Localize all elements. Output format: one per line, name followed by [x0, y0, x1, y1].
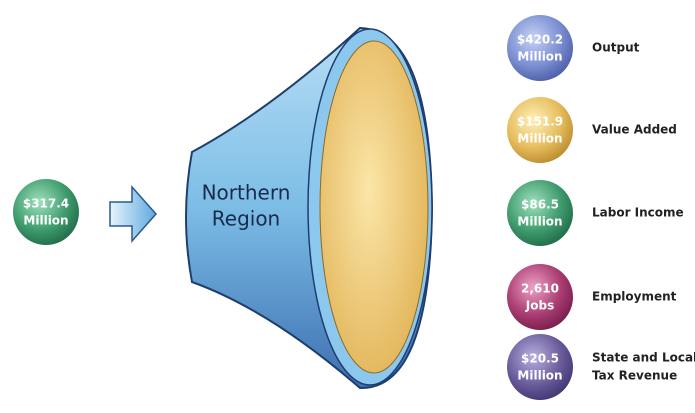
- output-label: Employment: [592, 290, 677, 304]
- output-circle: [507, 97, 573, 163]
- region-line1: Northern: [202, 181, 291, 205]
- output-label: State and Local: [592, 351, 695, 365]
- output-value: $151.9: [517, 115, 563, 129]
- output-value: $86.5: [521, 198, 559, 212]
- output-value: $20.5: [521, 352, 559, 366]
- output-circle: [507, 15, 573, 81]
- output-value: $420.2: [517, 33, 563, 47]
- output-circle: [507, 334, 573, 400]
- outputs: $420.2 Million Output $151.9 Million Value Ad…: [507, 15, 695, 400]
- input-value: $317.4: [23, 197, 69, 211]
- output-unit: Million: [517, 369, 562, 383]
- output-unit: Million: [517, 132, 562, 146]
- output-unit: Million: [517, 215, 562, 229]
- cone-opening: [319, 40, 429, 374]
- input-unit: Million: [23, 214, 68, 228]
- output-label: Tax Revenue: [592, 369, 677, 383]
- region-line2: Region: [212, 207, 280, 231]
- output-label: Labor Income: [592, 206, 684, 220]
- output-circle: [507, 180, 573, 246]
- arrow: [109, 185, 158, 243]
- output-value: 2,610: [521, 282, 559, 296]
- output-circle: [507, 264, 573, 330]
- output-label: Value Added: [592, 123, 677, 137]
- output-unit: Jobs: [525, 299, 554, 313]
- output-label: Output: [592, 41, 640, 55]
- input-circle: [13, 179, 79, 245]
- output-unit: Million: [517, 50, 562, 64]
